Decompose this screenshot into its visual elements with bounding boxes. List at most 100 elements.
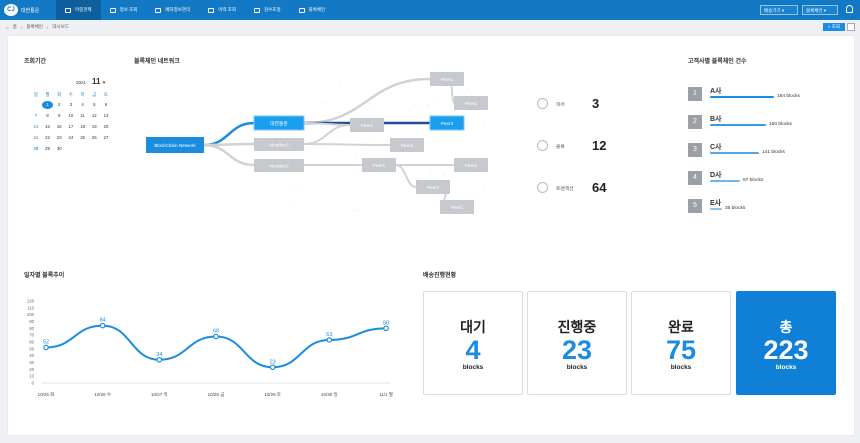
network-peer-label: Peer1 <box>451 205 464 210</box>
x-tick-label: 10/27 목 <box>151 392 168 398</box>
data-point[interactable] <box>214 334 218 338</box>
weekday-label: 토 <box>100 92 112 98</box>
data-label: 52 <box>43 339 49 345</box>
x-tick-label: 10/29 토 <box>264 392 281 397</box>
calendar-day[interactable]: 30 <box>53 145 65 153</box>
data-point[interactable] <box>327 338 331 342</box>
x-tick-label: 10/28 금 <box>208 392 225 397</box>
nav-item-dashboard[interactable]: 마중관제 <box>56 0 101 20</box>
nav-item-blockchain[interactable]: 블록체인 <box>290 0 335 20</box>
calendar-day[interactable]: 5 <box>88 101 100 109</box>
network-peer-label: Peer2 <box>465 163 478 168</box>
search-button[interactable]: ⌕ 조회 <box>823 23 845 31</box>
network-dot <box>416 177 417 178</box>
home-icon[interactable]: ⌂ <box>6 25 9 30</box>
calendar-day[interactable]: 18 <box>77 123 89 131</box>
nav-item-inspection[interactable]: 검수조정 <box>245 0 290 20</box>
calendar-month-select[interactable]: 11 ▾ <box>92 77 105 86</box>
blockchain-select[interactable]: 블록체인 ▾ <box>802 5 838 15</box>
weekday-label: 화 <box>53 92 65 98</box>
chevron-down-icon: ▾ <box>103 80 106 86</box>
calendar-day[interactable]: 14 <box>30 123 42 131</box>
calendar-day[interactable]: 10 <box>65 112 77 120</box>
breadcrumb-item[interactable]: 홈 <box>13 24 17 30</box>
calendar-day[interactable]: 21 <box>30 134 42 142</box>
stat-label: 블록 <box>556 143 565 150</box>
nav-item-dispatch[interactable]: 배차정보관리 <box>146 0 199 20</box>
rank-number: 2 <box>688 115 702 129</box>
stat-value: 64 <box>592 180 606 195</box>
nav-item-info[interactable]: 정보 조회 <box>101 0 147 20</box>
data-point[interactable] <box>100 323 104 327</box>
device-select[interactable]: 배송기기 ▾ <box>760 5 798 15</box>
network-dot <box>420 133 421 134</box>
blockchain-network-diagram: BlockChain Network 대한통운 Member2 Member2 Peer… <box>134 62 514 228</box>
rank-company-name: D사 <box>710 170 722 180</box>
search-button-label: 조회 <box>832 24 840 29</box>
weekday-label: 수 <box>65 92 77 98</box>
calendar-day[interactable]: 28 <box>30 145 42 153</box>
network-peer-label: Peer1 <box>441 77 454 82</box>
calendar-month: 11 <box>92 77 100 86</box>
y-tick-label: 120 <box>27 299 35 304</box>
breadcrumb-item[interactable]: 블록체인 <box>26 24 43 30</box>
network-link <box>304 125 350 144</box>
calendar-day <box>88 145 100 153</box>
delivery-card[interactable]: 완료 75 blocks <box>631 291 731 395</box>
calendar-day[interactable]: 25 <box>77 134 89 142</box>
calendar-day[interactable]: 2 <box>53 101 65 109</box>
calendar-day[interactable]: 6 <box>100 101 112 109</box>
calendar-day[interactable]: 26 <box>88 134 100 142</box>
calendar-day[interactable]: 22 <box>42 134 54 142</box>
rank-number: 4 <box>688 171 702 185</box>
data-label: 34 <box>156 352 162 358</box>
calendar-day[interactable]: 20 <box>100 123 112 131</box>
period-title: 조회기간 <box>24 56 46 65</box>
logo[interactable]: CJ 대한통운 <box>4 2 48 18</box>
calendar-day[interactable]: 9 <box>53 112 65 120</box>
calendar-day[interactable]: 7 <box>30 112 42 120</box>
calendar-day[interactable]: 23 <box>53 134 65 142</box>
network-dot <box>431 171 432 172</box>
logo-text: 대한통운 <box>21 7 39 14</box>
delivery-card[interactable]: 진행중 23 blocks <box>527 291 627 395</box>
data-point[interactable] <box>270 365 274 369</box>
delivery-card[interactable]: 대기 4 blocks <box>423 291 523 395</box>
calendar-day[interactable]: 19 <box>88 123 100 131</box>
rank-bar <box>710 152 759 154</box>
data-point[interactable] <box>157 358 161 362</box>
calendar-day[interactable]: 3 <box>65 101 77 109</box>
calendar-day[interactable]: 27 <box>100 134 112 142</box>
breadcrumb-item: 대시보드 <box>52 24 69 30</box>
calendar-day[interactable]: 4 <box>77 101 89 109</box>
refresh-button[interactable] <box>847 23 855 31</box>
x-tick-label: 10/25 화 <box>38 392 55 398</box>
delivery-card-unit: blocks <box>528 364 626 371</box>
data-label: 80 <box>383 320 389 326</box>
data-point[interactable] <box>384 326 388 330</box>
nav-label: 블록체인 <box>309 7 326 13</box>
bell-icon[interactable] <box>846 5 853 13</box>
calendar-day[interactable]: 13 <box>100 112 112 120</box>
delivery-card-value: 223 <box>737 337 835 364</box>
delivery-card-unit: blocks <box>632 364 730 371</box>
calendar-day[interactable]: 1 <box>42 101 54 109</box>
calendar-day[interactable]: 16 <box>53 123 65 131</box>
calendar-day[interactable]: 15 <box>42 123 54 131</box>
nav-label: 마중관제 <box>75 7 92 13</box>
rank-number: 3 <box>688 143 702 157</box>
block-icon <box>537 140 548 151</box>
data-point[interactable] <box>44 345 48 349</box>
calendar-day[interactable]: 8 <box>42 112 54 120</box>
stat-value: 12 <box>592 138 606 153</box>
nav-item-history[interactable]: 이력 조회 <box>199 0 245 20</box>
network-dot <box>301 189 302 190</box>
calendar-day[interactable]: 17 <box>65 123 77 131</box>
delivery-card-total[interactable]: 총 223 blocks <box>736 291 836 395</box>
calendar-day[interactable]: 11 <box>77 112 89 120</box>
calendar-day[interactable]: 29 <box>42 145 54 153</box>
network-dot <box>483 123 484 124</box>
calendar-day[interactable]: 12 <box>88 112 100 120</box>
delivery-card-label: 완료 <box>632 317 730 337</box>
calendar-day[interactable]: 24 <box>65 134 77 142</box>
